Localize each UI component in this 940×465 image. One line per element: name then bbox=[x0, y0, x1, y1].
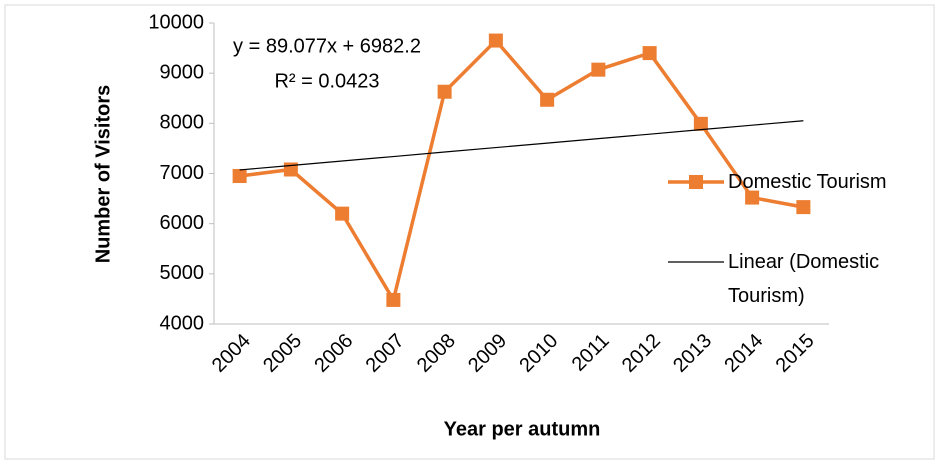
marker bbox=[335, 206, 350, 221]
x-tick-label: 2012 bbox=[618, 330, 665, 377]
legend-label: Domestic Tourism bbox=[728, 171, 887, 193]
marker bbox=[745, 190, 760, 205]
y-tick-label: 4000 bbox=[160, 312, 205, 334]
y-tick-label: 9000 bbox=[160, 61, 205, 83]
y-tick-label: 5000 bbox=[160, 262, 205, 284]
y-axis-title: Number of Visitors bbox=[92, 85, 114, 264]
marker bbox=[642, 46, 657, 61]
y-tick-label: 10000 bbox=[148, 11, 204, 33]
y-tick-label: 7000 bbox=[160, 162, 205, 184]
legend-marker bbox=[689, 175, 703, 189]
x-tick-label: 2013 bbox=[669, 330, 716, 377]
trend-r-squared: R² = 0.0423 bbox=[274, 70, 379, 92]
x-tick-label: 2009 bbox=[464, 330, 511, 377]
marker bbox=[488, 33, 503, 48]
x-tick-label: 2006 bbox=[310, 330, 357, 377]
x-tick-label: 2008 bbox=[413, 330, 460, 377]
marker bbox=[232, 169, 247, 184]
y-tick-label: 8000 bbox=[160, 112, 205, 134]
legend-label: Linear (Domestic Tourism) bbox=[728, 251, 880, 307]
marker bbox=[591, 62, 606, 77]
x-axis-title: Year per autumn bbox=[444, 418, 601, 440]
x-tick-label: 2007 bbox=[362, 330, 409, 377]
marker bbox=[796, 200, 811, 215]
marker bbox=[540, 92, 555, 107]
marker bbox=[386, 292, 401, 307]
x-tick-label: 2004 bbox=[208, 330, 255, 377]
x-tick-label: 2005 bbox=[259, 330, 306, 377]
marker bbox=[693, 116, 708, 131]
x-tick-label: 2010 bbox=[515, 330, 562, 377]
x-tick-label: 2015 bbox=[772, 330, 819, 377]
x-tick-label: 2011 bbox=[568, 330, 614, 376]
trend-equation: y = 89.077x + 6982.2 bbox=[233, 35, 421, 57]
series-line bbox=[239, 37, 804, 305]
x-tick-label: 2014 bbox=[720, 330, 767, 377]
series-line bbox=[239, 120, 804, 171]
marker bbox=[437, 84, 452, 99]
chart-frame bbox=[4, 4, 935, 460]
y-tick-label: 6000 bbox=[160, 212, 205, 234]
